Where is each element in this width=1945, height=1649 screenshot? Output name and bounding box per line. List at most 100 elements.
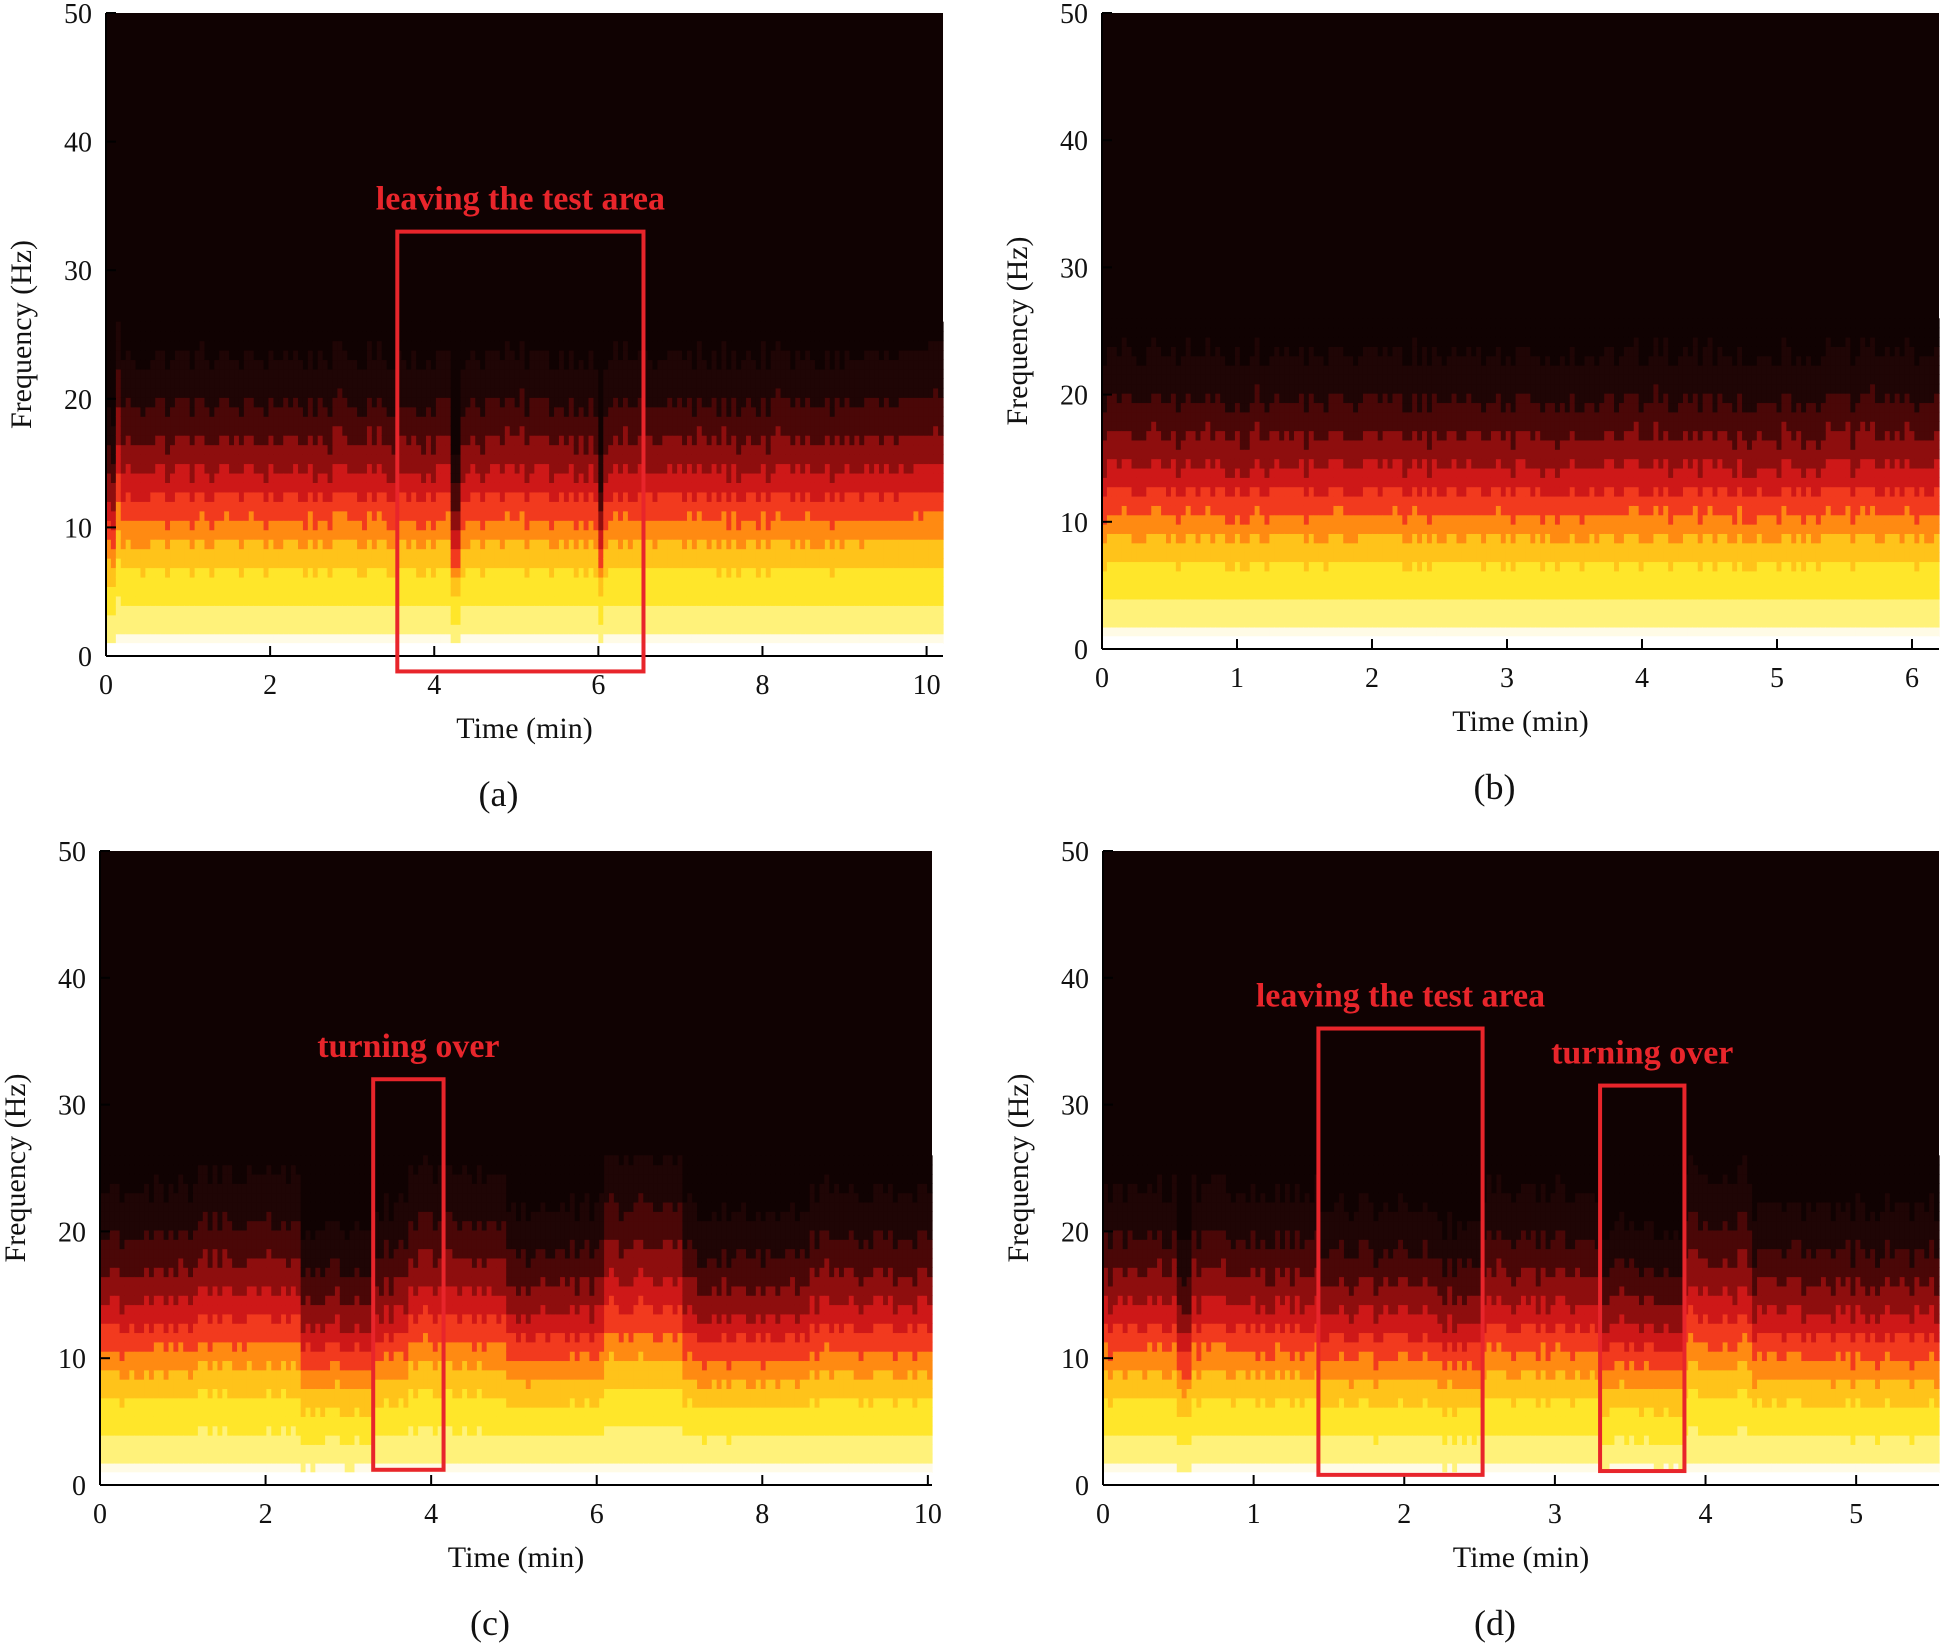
spectrogram-cell [259,530,265,540]
spectrogram-cell [254,577,260,587]
spectrogram-cell [239,397,245,407]
spectrogram-cell [278,416,284,426]
spectrogram-column [298,322,304,644]
spectrogram-cell [200,463,206,473]
spectrogram-cell [224,539,230,549]
spectrogram-cell [293,567,299,577]
spectrogram-cell [190,416,196,426]
spectrogram-cell [288,463,294,473]
spectrogram-cell [298,378,304,388]
spectrogram-cell [140,634,146,644]
spectrogram-cell [165,511,171,521]
spectrogram-cell [259,511,265,521]
spectrogram-cell [259,359,265,369]
spectrogram-cell [234,596,240,606]
spectrogram-cell [145,388,151,398]
spectrogram-cell [160,407,166,417]
spectrogram-cell [136,416,142,426]
spectrogram-cell [190,539,196,549]
spectrogram-cell [200,539,206,549]
spectrogram-cell [200,426,206,436]
spectrogram-cell [136,549,142,559]
spectrogram-cell [150,539,156,549]
spectrogram-cell [180,397,186,407]
spectrogram-cell [273,482,279,492]
spectrogram-cell [278,426,284,436]
spectrogram-cell [268,482,274,492]
spectrogram-cell [140,549,146,559]
spectrogram-cell [244,369,250,379]
spectrogram-cell [298,492,304,502]
spectrogram-cell [111,322,117,332]
spectrogram-cell [224,530,230,540]
spectrogram-cell [155,530,161,540]
spectrogram-cell [116,388,122,398]
spectrogram-cell [264,530,270,540]
spectrogram-cell [254,473,260,483]
spectrogram-column [126,322,132,644]
spectrogram-cell [140,482,146,492]
spectrogram-cell [165,473,171,483]
spectrogram-cell [268,407,274,417]
spectrogram-cell [219,539,225,549]
spectrogram-cell [150,378,156,388]
spectrogram-cell [126,369,132,379]
spectrogram-cell [288,359,294,369]
spectrogram-cell [111,567,117,577]
spectrogram-cell [244,350,250,360]
spectrogram-cell [209,596,215,606]
spectrogram-cell [214,369,220,379]
spectrogram-cell [160,615,166,625]
spectrogram-cell [200,359,206,369]
spectrogram-cell [116,350,122,360]
spectrogram-cell [121,322,127,332]
spectrogram-cell [140,624,146,634]
spectrogram-cell [180,322,186,332]
spectrogram-column [121,322,127,644]
spectrogram-cell [283,378,289,388]
spectrogram-column [140,322,146,644]
spectrogram-cell [195,492,201,502]
spectrogram-cell [140,530,146,540]
spectrogram-cell [244,586,250,596]
spectrogram-cell [273,341,279,351]
spectrogram-cell [288,435,294,445]
spectrogram-cell [268,463,274,473]
spectrogram-cell [283,539,289,549]
spectrogram-cell [229,463,235,473]
spectrogram-cell [180,416,186,426]
spectrogram-column [165,322,171,644]
spectrogram-cell [111,577,117,587]
spectrogram-cell [219,388,225,398]
spectrogram-cell [244,520,250,530]
spectrogram-cell [170,492,176,502]
spectrogram-cell [175,586,181,596]
spectrogram-cell [204,341,210,351]
spectrogram-cell [278,605,284,615]
spectrogram-cell [273,511,279,521]
spectrogram-cell [140,501,146,511]
spectrogram-cell [185,549,191,559]
spectrogram-cell [209,463,215,473]
spectrogram-cell [273,558,279,568]
spectrogram-cell [298,369,304,379]
spectrogram-cell [219,511,225,521]
spectrogram-cell [175,520,181,530]
spectrogram-cell [121,435,127,445]
spectrogram-cell [204,567,210,577]
spectrogram-cell [170,501,176,511]
spectrogram-cell [111,445,117,455]
spectrogram-cell [293,605,299,615]
spectrogram-cell [150,435,156,445]
spectrogram-cell [204,331,210,341]
spectrogram-cell [288,634,294,644]
spectrogram-cell [165,435,171,445]
spectrogram-cell [195,511,201,521]
spectrogram-cell [190,624,196,634]
spectrogram-cell [185,520,191,530]
spectrogram-cell [268,435,274,445]
spectrogram-cell [180,577,186,587]
spectrogram-cell [229,350,235,360]
spectrogram-cell [214,322,220,332]
spectrogram-cell [200,634,206,644]
